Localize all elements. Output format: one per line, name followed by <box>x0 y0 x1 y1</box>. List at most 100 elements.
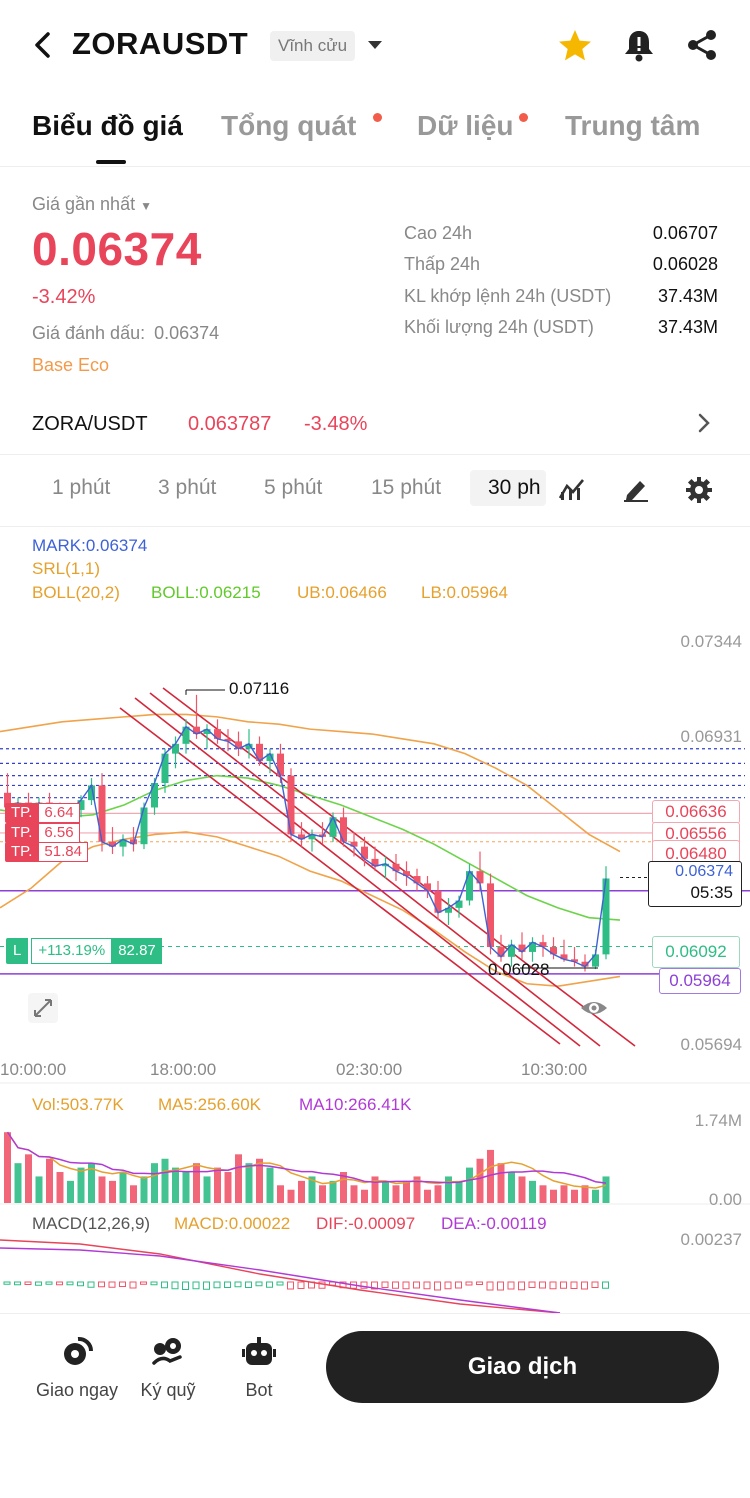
volume-bar <box>46 1158 53 1203</box>
last-price-label[interactable]: Giá gần nhất ▼ <box>32 194 152 215</box>
volume-bar <box>518 1176 526 1203</box>
candle-body <box>560 954 568 960</box>
candle-body <box>413 876 421 884</box>
last-price: 0.06374 <box>32 223 202 275</box>
candle-body <box>403 871 410 877</box>
candle-body <box>182 726 190 744</box>
candle-body <box>476 871 484 884</box>
trade-button[interactable]: Giao dịch <box>326 1331 719 1403</box>
macd-histogram-bar <box>129 1281 137 1289</box>
legend-volume: Vol:503.77K <box>32 1095 124 1114</box>
chevron-right-icon <box>697 412 711 439</box>
candle-body <box>277 753 284 776</box>
alert-bell-icon[interactable] <box>622 27 656 68</box>
margin-button[interactable]: Ký quỹ <box>118 1335 218 1401</box>
chevron-down-icon[interactable] <box>366 38 384 57</box>
share-icon[interactable] <box>685 28 719 67</box>
tp-order-tag[interactable]: TP. 6.56 <box>5 823 80 843</box>
macd-y-tick: 0.00237 <box>680 1230 742 1249</box>
chart-area[interactable]: MARK:0.06374 SRL(1,1) BOLL(20,2) BOLL:0.… <box>0 528 750 1313</box>
tab-data[interactable]: Dữ liệu <box>417 110 514 141</box>
macd-histogram-bar <box>392 1281 399 1289</box>
macd-histogram-bar <box>108 1281 116 1288</box>
back-arrow-icon[interactable] <box>30 30 58 60</box>
candle-body <box>287 775 295 835</box>
timeframe-1m[interactable]: 1 phút <box>52 476 111 499</box>
bot-button[interactable]: Bot <box>209 1335 309 1401</box>
volume-bar <box>203 1176 211 1203</box>
spot-button[interactable]: Giao ngay <box>27 1335 127 1401</box>
symbol-title[interactable]: ZORAUSDT <box>72 26 249 61</box>
timeframe-3m[interactable]: 3 phút <box>158 476 217 499</box>
star-icon[interactable] <box>557 28 593 67</box>
mark-price-row: Giá đánh dấu: 0.06374 <box>32 323 219 344</box>
macd-histogram-bar <box>360 1281 368 1289</box>
legend-macd-name: MACD(12,26,9) <box>32 1214 151 1233</box>
macd-histogram-bar <box>371 1281 378 1290</box>
indicator-icon[interactable] <box>558 476 586 507</box>
x-tick-label: 18:00:00 <box>150 1060 217 1079</box>
eye-icon[interactable] <box>578 992 610 1024</box>
chart-canvas[interactable] <box>0 528 750 1313</box>
candle-body <box>340 817 347 842</box>
macd-histogram-bar <box>66 1281 74 1286</box>
volume-ma10-line <box>6 1131 607 1184</box>
candle-body <box>119 839 127 847</box>
volume-bar <box>56 1172 64 1203</box>
macd-histogram-bar <box>539 1281 546 1289</box>
volume-bar <box>392 1185 400 1203</box>
timeframe-30m[interactable]: 30 ph <box>470 470 546 506</box>
volume-bar <box>14 1163 22 1203</box>
volume-bar <box>424 1189 431 1203</box>
macd-histogram-bar <box>497 1281 504 1291</box>
tab-overview[interactable]: Tổng quát <box>221 110 357 141</box>
base-eco-tag[interactable]: Base Eco <box>32 355 110 375</box>
legend-macd: MACD:0.00022 <box>174 1214 291 1233</box>
macd-histogram-bar <box>581 1281 588 1290</box>
candle-body <box>4 792 11 808</box>
tp-order-tag[interactable]: TP. 6.64 <box>5 803 80 823</box>
stat-turnover: KL khớp lệnh 24h (USDT) 37.43M <box>404 286 718 314</box>
tab-overview-dot <box>373 113 382 122</box>
candle-body <box>88 785 95 801</box>
settings-icon[interactable] <box>685 476 713 509</box>
candle-body <box>424 883 431 891</box>
macd-histogram-bar <box>213 1281 221 1289</box>
high-price-annotation: 0.07116 <box>229 679 290 698</box>
draw-icon[interactable] <box>622 476 650 507</box>
legend-ma5: MA5:256.60K <box>158 1095 262 1114</box>
expand-icon[interactable] <box>28 993 58 1023</box>
volume-bar <box>350 1185 358 1203</box>
macd-histogram-bar <box>45 1281 53 1285</box>
volume-y-tick: 0.00 <box>708 1190 742 1209</box>
spot-row[interactable]: ZORA/USDT 0.063787 -3.48% <box>0 396 750 452</box>
tab-price-chart[interactable]: Biểu đồ giá <box>32 110 183 141</box>
macd-histogram-bar <box>444 1281 452 1290</box>
macd-histogram-bar <box>318 1281 326 1289</box>
volume-bar <box>560 1185 568 1203</box>
macd-histogram-bar <box>182 1281 189 1290</box>
spot-icon <box>27 1335 127 1371</box>
stat-value: 0.06707 <box>652 223 718 243</box>
stat-low: Thấp 24h 0.06028 <box>404 254 718 282</box>
macd-histogram-bar <box>276 1281 284 1286</box>
macd-histogram-bar <box>224 1281 231 1288</box>
legend-boll-mid: BOLL:0.06215 <box>151 583 261 602</box>
x-tick-label: 02:30:00 <box>336 1060 403 1079</box>
volume-bar <box>130 1185 137 1203</box>
tp-order-tag[interactable]: TP. 51.84 <box>5 842 88 862</box>
volume-bar <box>67 1180 74 1203</box>
margin-label: Ký quỹ <box>140 1380 196 1400</box>
macd-histogram-bar <box>518 1281 525 1291</box>
volume-bar <box>539 1185 547 1203</box>
candle-body <box>371 858 379 867</box>
volume-bar <box>88 1163 95 1203</box>
candle-body <box>518 944 526 952</box>
macd-histogram-bar <box>98 1281 105 1288</box>
macd-histogram-bar <box>87 1281 95 1288</box>
volume-bar <box>455 1180 463 1203</box>
timeframe-15m[interactable]: 15 phút <box>371 476 442 499</box>
timeframe-5m[interactable]: 5 phút <box>264 476 323 499</box>
position-tag[interactable]: L +113.19% 82.87 <box>6 938 162 964</box>
tab-center[interactable]: Trung tâm <box>565 110 701 141</box>
